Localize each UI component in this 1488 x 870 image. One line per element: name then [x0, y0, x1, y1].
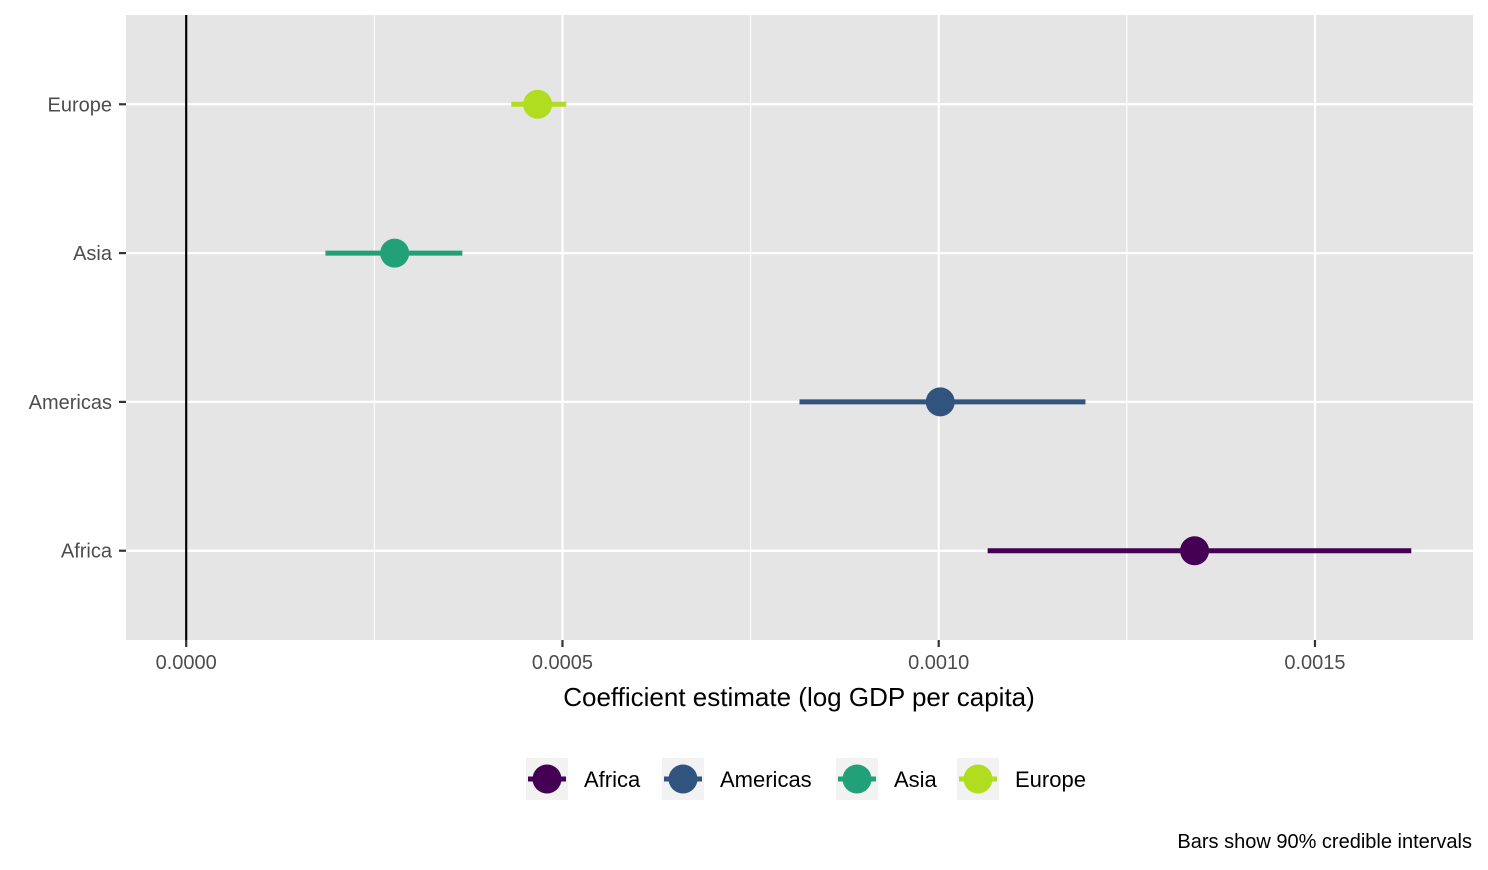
legend-item-americas: Americas: [662, 758, 812, 800]
legend-key-point: [532, 764, 562, 794]
x-tick-label: 0.0005: [532, 652, 593, 674]
x-axis-title: Coefficient estimate (log GDP per capita…: [563, 682, 1035, 712]
legend-key-point: [963, 764, 993, 794]
legend-item-europe: Europe: [957, 758, 1086, 800]
legend-item-asia: Asia: [836, 758, 938, 800]
series-europe: [511, 89, 567, 119]
y-tick-label: Africa: [61, 541, 113, 563]
series-asia: [325, 238, 463, 268]
legend-label: Europe: [1015, 767, 1086, 792]
series-africa: [987, 536, 1412, 566]
chart-caption: Bars show 90% credible intervals: [1177, 831, 1472, 853]
legend-label: Americas: [720, 767, 812, 792]
plot-panel: [126, 15, 1473, 640]
x-tick-label: 0.0010: [908, 652, 969, 674]
legend-key-point: [668, 764, 698, 794]
estimate-point: [925, 387, 955, 417]
x-tick-label: 0.0000: [156, 652, 217, 674]
series-americas: [799, 387, 1086, 417]
x-axis: 0.0000 0.0005 0.0010 0.0015: [156, 640, 1346, 674]
minor-gridlines: [373, 15, 1128, 640]
legend: Africa Americas Asia Europe: [526, 758, 1086, 800]
y-axis: Africa Americas Asia Europe: [29, 94, 126, 563]
estimate-point: [380, 238, 410, 268]
x-tick-label: 0.0015: [1284, 652, 1345, 674]
legend-item-africa: Africa: [526, 758, 641, 800]
data-marks: [325, 89, 1412, 566]
estimate-point: [1180, 536, 1210, 566]
legend-label: Africa: [584, 767, 641, 792]
legend-key-point: [842, 764, 872, 794]
y-tick-label: Asia: [73, 243, 113, 265]
legend-label: Asia: [894, 767, 938, 792]
estimate-point: [523, 89, 553, 119]
y-tick-label: Europe: [48, 94, 113, 116]
y-tick-label: Americas: [29, 392, 112, 414]
